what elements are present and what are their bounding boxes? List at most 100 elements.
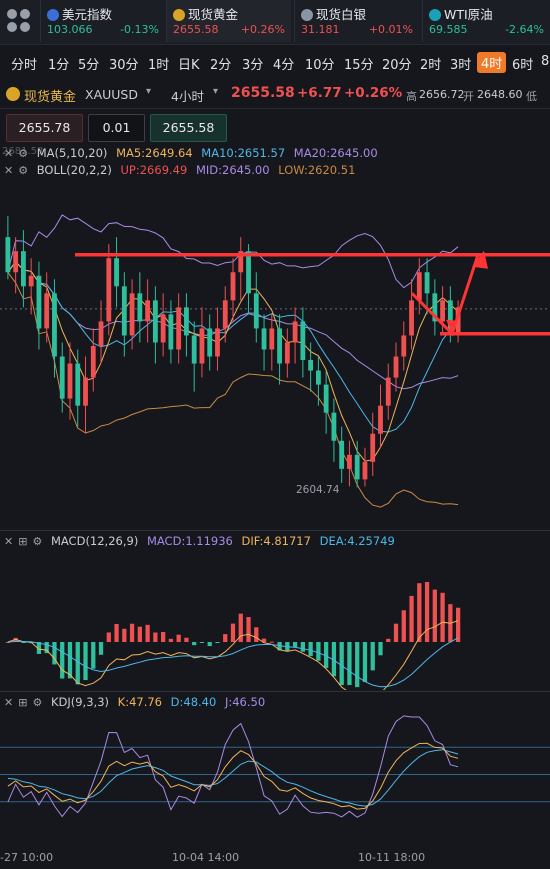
macd-histogram-bar — [455, 607, 461, 642]
buy-button[interactable]: 2655.58 — [150, 114, 227, 142]
tab-timeframe[interactable]: 30分 — [109, 58, 139, 73]
candle-body — [106, 258, 112, 322]
timeframe-tabs: 分时 1分 5分 30分 1时 日K 2分 3分 4分 10分 15分 20分 … — [0, 50, 550, 78]
candle-body — [21, 251, 26, 287]
tab-timeframe[interactable]: 8 — [541, 54, 550, 69]
macd-histogram-bar — [254, 627, 259, 642]
tab-timeframe[interactable]: 10分 — [305, 58, 335, 73]
tab-timeframe-selected[interactable]: 4时 — [477, 52, 507, 73]
close-icon[interactable]: ✕ — [4, 164, 14, 177]
candle-body — [52, 293, 57, 357]
quote-card-spot-silver[interactable]: 现货白银 31.181 +0.01% — [294, 0, 419, 42]
macd-histogram-bar — [5, 642, 11, 643]
tab-timeframe[interactable]: 分时 — [11, 58, 38, 73]
lot-size-input[interactable]: 0.01 — [88, 114, 145, 142]
macd-histogram-bar — [424, 582, 430, 642]
symbol-dropdown-icon[interactable]: ▾ — [146, 86, 152, 97]
macd-histogram-bar — [223, 634, 228, 642]
candle-body — [36, 275, 42, 329]
tab-timeframe[interactable]: 20分 — [382, 58, 412, 73]
candle-body — [409, 300, 414, 336]
app-grid-icon[interactable] — [6, 8, 32, 34]
macd-histogram-bar — [370, 642, 375, 671]
tab-timeframe[interactable]: 2时 — [420, 58, 442, 73]
tab-timeframe[interactable]: 5分 — [78, 58, 100, 73]
candle-body — [261, 328, 267, 350]
candle-body — [238, 251, 244, 273]
quote-card-usd-index[interactable]: 美元指数 103.066 -0.13% — [40, 0, 165, 42]
period-selector[interactable]: 4小时 — [171, 89, 204, 104]
high-label: 高 — [406, 90, 417, 103]
macd-histogram-bar — [378, 642, 383, 656]
expand-icon[interactable]: ⊞ — [18, 535, 28, 548]
macd-histogram-bar — [246, 617, 251, 642]
macd-histogram-bar — [192, 642, 197, 646]
macd-histogram-bar — [122, 628, 127, 642]
candle-body — [114, 258, 119, 287]
boll-lower-band — [7, 272, 459, 508]
candle-body — [222, 300, 228, 329]
price-change: +6.77 — [297, 85, 342, 101]
macd-histogram-bar — [261, 638, 267, 642]
macd-chart[interactable] — [0, 552, 550, 690]
candle-body — [152, 300, 158, 343]
candle-body — [199, 328, 205, 364]
kdj-legend: ✕ ⊞ ⚙ KDJ(9,3,3) K:47.76 D:48.40 J:46.50 — [4, 695, 266, 709]
symbol-code[interactable]: XAUUSD — [85, 87, 138, 102]
candle-body — [215, 328, 220, 357]
quote-card-spot-gold[interactable]: 现货黄金 2655.58 +0.26% — [166, 0, 291, 42]
candle-body — [378, 405, 383, 434]
macd-histogram-bar — [168, 638, 174, 642]
gear-icon[interactable]: ⚙ — [32, 696, 43, 709]
candle-body — [393, 356, 399, 378]
candle-body — [292, 321, 298, 343]
last-price: 2655.58 — [231, 85, 295, 101]
macd-histogram-bar — [355, 642, 360, 688]
symbol-name[interactable]: 现货黄金 — [24, 90, 77, 105]
gear-icon[interactable]: ⚙ — [18, 147, 29, 160]
oil-icon — [429, 9, 441, 21]
macd-histogram-bar — [60, 642, 65, 679]
macd-histogram-bar — [386, 638, 391, 642]
gear-icon[interactable]: ⚙ — [18, 164, 29, 177]
candle-body — [315, 370, 321, 385]
gold-icon — [6, 87, 20, 101]
us-flag-icon — [47, 9, 59, 21]
macd-histogram-bar — [137, 626, 142, 642]
macd-histogram-bar — [67, 642, 73, 679]
close-icon[interactable]: ✕ — [4, 147, 14, 160]
candle-body — [246, 251, 251, 294]
macd-histogram-bar — [75, 642, 80, 685]
candle-body — [28, 275, 34, 287]
tab-timeframe[interactable]: 6时 — [512, 58, 534, 73]
tab-timeframe[interactable]: 15分 — [344, 58, 374, 73]
macd-histogram-bar — [184, 637, 189, 642]
gear-icon[interactable]: ⚙ — [32, 535, 43, 548]
sell-button[interactable]: 2655.78 — [6, 114, 83, 142]
tab-timeframe[interactable]: 3时 — [450, 58, 472, 73]
trade-panel: 2655.78 0.01 2655.58 — [0, 110, 550, 144]
close-icon[interactable]: ✕ — [4, 535, 14, 548]
tab-timeframe[interactable]: 1分 — [48, 58, 70, 73]
candle-body — [168, 314, 174, 350]
macd-dea-line — [7, 637, 459, 688]
period-dropdown-icon[interactable]: ▾ — [213, 86, 219, 97]
kdj-chart[interactable] — [0, 712, 550, 848]
candle-body — [129, 293, 135, 336]
x-axis-label: -27 10:00 — [0, 851, 54, 864]
close-icon[interactable]: ✕ — [4, 696, 14, 709]
expand-icon[interactable]: ⊞ — [18, 696, 28, 709]
quote-card-wti-oil[interactable]: WTI原油 69.585 -2.64% — [422, 0, 550, 42]
tab-timeframe[interactable]: 4分 — [273, 58, 295, 73]
macd-histogram-bar — [269, 641, 274, 643]
macd-histogram-bar — [36, 642, 42, 654]
macd-histogram-bar — [176, 634, 181, 642]
tab-timeframe[interactable]: 3分 — [242, 58, 264, 73]
macd-histogram-bar — [300, 642, 305, 652]
tab-timeframe[interactable]: 日K — [178, 58, 200, 73]
tab-timeframe[interactable]: 2分 — [210, 58, 232, 73]
macd-histogram-bar — [362, 642, 368, 682]
tab-timeframe[interactable]: 1时 — [148, 58, 170, 73]
candlestick-chart[interactable] — [0, 178, 550, 530]
macd-histogram-bar — [52, 642, 57, 665]
